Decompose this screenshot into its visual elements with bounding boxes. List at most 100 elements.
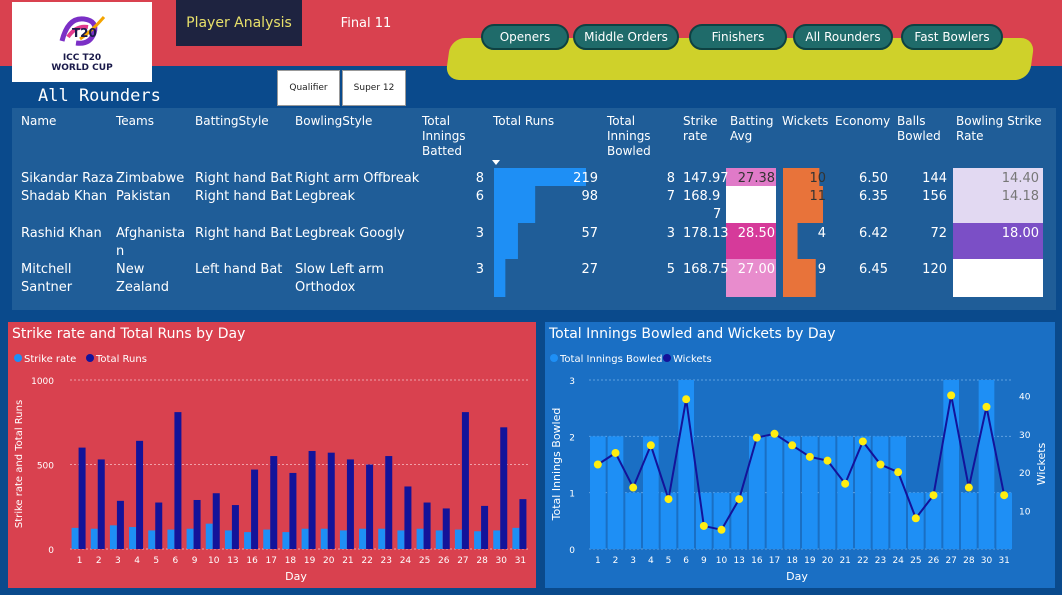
total-runs-bar bbox=[327, 452, 335, 549]
stage-qualifier-button[interactable]: Qualifier bbox=[277, 70, 340, 106]
cell-bowling-strike-rate: 14.18 bbox=[1001, 189, 1039, 204]
wickets-point bbox=[894, 468, 903, 477]
x-tick-label: 5 bbox=[153, 556, 159, 566]
wickets-point bbox=[699, 521, 708, 530]
wickets-line bbox=[597, 395, 1006, 531]
cell-team: Pakistan bbox=[116, 189, 171, 204]
innings-bowled-bar bbox=[819, 436, 836, 549]
x-tick-label: 13 bbox=[733, 556, 744, 566]
x-tick-label: 3 bbox=[115, 556, 121, 566]
table-row[interactable]: Shadab Khan bbox=[21, 188, 107, 206]
total-runs-bar bbox=[519, 499, 527, 549]
bowling-sr-bg bbox=[953, 223, 1043, 259]
col-header-batting-avg[interactable]: Batting Avg bbox=[730, 114, 774, 143]
table-row[interactable]: Sikandar Raza bbox=[21, 170, 114, 188]
total-runs-bar bbox=[366, 464, 374, 549]
stage-super12-button[interactable]: Super 12 bbox=[342, 70, 406, 106]
cell-innings-bowled: 7 bbox=[666, 189, 675, 204]
cell-total-runs: 27 bbox=[581, 262, 598, 277]
total-runs-bar bbox=[212, 493, 220, 549]
col-header-bowling-style[interactable]: BowlingStyle bbox=[295, 114, 373, 128]
col-header-batting-style[interactable]: BattingStyle bbox=[195, 114, 269, 128]
strike-rate-bar bbox=[320, 528, 328, 549]
x-tick-label: 28 bbox=[476, 556, 488, 566]
cell-economy: 6.50 bbox=[859, 171, 888, 186]
x-tick-label: 31 bbox=[998, 556, 1009, 566]
svg-text:T20: T20 bbox=[72, 26, 97, 40]
wickets-point bbox=[911, 514, 920, 523]
wickets-point bbox=[1000, 491, 1009, 500]
col-header-total-runs[interactable]: Total Runs bbox=[493, 114, 555, 128]
innings-wickets-chart: Total Innings Bowled and Wickets by Day … bbox=[545, 322, 1055, 588]
x-tick-label: 10 bbox=[208, 556, 220, 566]
x-tick-label: 21 bbox=[342, 556, 353, 566]
cell-team: Afghanista bbox=[116, 226, 186, 241]
total-runs-bar bbox=[174, 412, 182, 549]
y-tick-label: 1 bbox=[569, 490, 575, 500]
x-tick-label: 31 bbox=[515, 556, 526, 566]
cell-team: New bbox=[116, 262, 145, 277]
col-header-economy[interactable]: Economy bbox=[835, 114, 891, 128]
strike-rate-bar bbox=[205, 523, 213, 549]
wickets-point bbox=[823, 456, 832, 465]
y-tick-label: 3 bbox=[569, 377, 575, 387]
wickets-point bbox=[876, 460, 885, 469]
innings-bowled-bar bbox=[590, 436, 606, 549]
legend-wickets: Wickets bbox=[673, 354, 712, 365]
total-runs-bar bbox=[97, 459, 105, 549]
total-runs-bar bbox=[136, 440, 144, 549]
nav-player-analysis[interactable]: Player Analysis bbox=[176, 0, 302, 46]
wickets-data-bar bbox=[783, 259, 816, 297]
runs-data-bar bbox=[494, 168, 586, 186]
table-row[interactable]: Mitchell bbox=[21, 261, 72, 279]
x-tick-label: 20 bbox=[323, 556, 335, 566]
innings-bowled-bar bbox=[766, 436, 783, 549]
category-openers-button[interactable]: Openers bbox=[481, 24, 569, 50]
x-tick-label: 23 bbox=[875, 556, 886, 566]
cell-bowling-strike-rate: 18.00 bbox=[1001, 226, 1039, 241]
cell-innings-bowled: 3 bbox=[666, 226, 675, 241]
cell-balls-bowled: 72 bbox=[930, 226, 947, 241]
strike-rate-bar bbox=[397, 530, 405, 549]
strike-rate-runs-chart-svg: Strike rate Total Runs 0 500 1000 Strike rate… bbox=[14, 354, 530, 583]
innings-bowled-bar bbox=[643, 436, 659, 549]
cell-total-runs: 219 bbox=[573, 171, 598, 186]
total-runs-bar bbox=[442, 508, 450, 549]
category-middle-orders-button[interactable]: Middle Orders bbox=[573, 24, 679, 50]
col-header-wickets[interactable]: Wickets bbox=[782, 114, 829, 128]
x-tick-label: 30 bbox=[496, 556, 508, 566]
col-header-innings-batted[interactable]: Total Innings Batted bbox=[422, 114, 466, 158]
innings-bowled-bar bbox=[943, 380, 959, 549]
batting-avg-bg bbox=[726, 223, 776, 259]
total-runs-bar bbox=[270, 456, 278, 549]
col-header-innings-bowled[interactable]: Total Innings Bowled bbox=[607, 114, 651, 158]
col-header-teams[interactable]: Teams bbox=[116, 114, 154, 128]
legend-total-runs: Total Runs bbox=[95, 354, 147, 365]
col-header-name[interactable]: Name bbox=[21, 114, 57, 128]
cell-bowling-style: Right arm Offbreak bbox=[295, 171, 420, 186]
wickets-point bbox=[717, 525, 726, 534]
col-header-strike-rate[interactable]: Strike rate bbox=[683, 114, 718, 143]
cell-wickets: 4 bbox=[817, 226, 826, 241]
t20-world-cup-logo: T20 ICC T20 WORLD CUP bbox=[12, 2, 152, 82]
category-finishers-button[interactable]: Finishers bbox=[689, 24, 787, 50]
x-tick-label: 5 bbox=[666, 556, 672, 566]
x-tick-label: 9 bbox=[701, 556, 707, 566]
total-runs-bar bbox=[231, 505, 239, 549]
category-fast-bowlers-button[interactable]: Fast Bowlers bbox=[901, 24, 1003, 50]
category-all-rounders-button[interactable]: All Rounders bbox=[793, 24, 893, 50]
cell-batting-style: Right hand Bat bbox=[195, 226, 293, 241]
innings-bowled-bar bbox=[855, 436, 871, 549]
strike-rate-bar bbox=[186, 528, 194, 549]
y-right-tick-label: 40 bbox=[1019, 392, 1031, 402]
total-runs-bar bbox=[481, 505, 489, 549]
col-header-balls-bowled[interactable]: Balls Bowled bbox=[897, 114, 941, 143]
x-axis-label: Day bbox=[285, 570, 307, 583]
y-tick-label: 2 bbox=[569, 433, 575, 443]
legend-total-runs-marker bbox=[86, 354, 94, 362]
sort-desc-icon[interactable] bbox=[492, 160, 500, 165]
cell-innings-batted: 3 bbox=[475, 262, 484, 277]
nav-final-11[interactable]: Final 11 bbox=[340, 15, 392, 31]
col-header-bowling-strike-rate[interactable]: Bowling Strike Rate bbox=[956, 114, 1042, 143]
table-row[interactable]: Rashid Khan bbox=[21, 225, 102, 243]
